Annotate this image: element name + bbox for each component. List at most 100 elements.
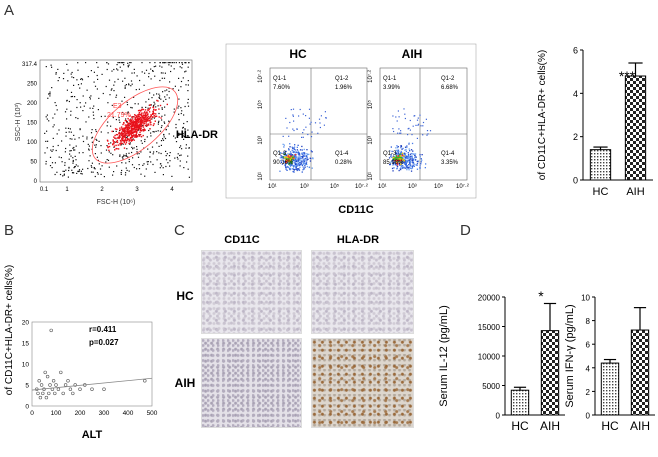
gate-dot-black [77, 69, 79, 71]
flow-dot [402, 153, 404, 155]
gate-dot-black [180, 107, 182, 109]
gate-dot-black [185, 144, 187, 146]
flow-hc-ytick-3: 10³ [258, 136, 264, 145]
flow-hc-q4: Q1-4 [335, 151, 349, 157]
gate-dot-black [164, 106, 166, 108]
gate-dot-black [150, 68, 152, 70]
flow-dot [401, 151, 403, 154]
gate-dot-red [134, 134, 136, 136]
flow-aih-ytick-2: 10⁵ [367, 99, 374, 109]
flow-dot [408, 148, 410, 150]
gate-dot-black [133, 166, 135, 169]
gate-dot-red [143, 120, 145, 122]
gate-dot-black [141, 71, 143, 73]
gate-dot-black [116, 68, 118, 70]
gate-dot-red [122, 130, 124, 132]
gate-dot-red [145, 121, 147, 123]
flow-aih-q4: Q1-4 [441, 151, 455, 157]
flow-dot-dense [398, 156, 400, 159]
gate-dot-red [135, 116, 137, 118]
gate-dot-black [62, 175, 64, 177]
flow-dot-upper [305, 115, 307, 117]
flow-dot [303, 148, 305, 151]
gate-dot-black [155, 106, 157, 108]
gate-dot-black [76, 172, 78, 174]
gate-dot-black [186, 135, 188, 137]
gate-dot-red [130, 137, 133, 139]
gate-dot-black [125, 162, 127, 164]
gate-dot-black [54, 173, 56, 176]
flow-dot [283, 144, 285, 146]
gate-dot-red [129, 134, 131, 136]
flow-dot [405, 163, 407, 166]
flow-dot-upper [398, 128, 400, 130]
flow-dot [404, 146, 407, 148]
gate-dot-black [172, 88, 174, 90]
gate-x-label: FSC-H (10⁶) [97, 199, 136, 206]
flow-dot-upper [398, 116, 400, 118]
gate-dot-black [188, 62, 190, 64]
gate-dot-black [136, 153, 138, 155]
gate-dot-black [57, 80, 59, 82]
flow-dot [406, 161, 408, 163]
gate-percent: 21.79% [107, 112, 131, 119]
flow-dot-upper [296, 128, 298, 130]
flow-dot [293, 154, 296, 156]
flow-dot [295, 158, 297, 160]
flow-dot [412, 153, 414, 155]
gate-dot-red [137, 127, 139, 129]
flow-dot-upper [419, 114, 421, 116]
gate-dot-black [165, 150, 167, 152]
flow-dot [306, 154, 309, 156]
gate-dot-black [158, 93, 160, 95]
gate-dot-red [136, 118, 139, 120]
flow-dot [390, 161, 392, 163]
gate-dot-red [137, 128, 139, 130]
scatter-y-tick-label: 10 [22, 362, 30, 369]
flow-dot-upper [288, 135, 290, 137]
gate-dot-black [72, 159, 74, 162]
flow-dot [294, 162, 296, 164]
flow-dot [297, 161, 299, 163]
gate-dot-black [92, 111, 94, 113]
gate-dot-black [128, 170, 130, 172]
gate-dot-black [128, 84, 130, 86]
flow-dot-dense [398, 157, 401, 160]
flow-dot [406, 165, 408, 167]
gate-dot-black [65, 135, 67, 137]
flow-dot [397, 151, 399, 153]
gate-dot-black [168, 121, 170, 123]
gate-dot-red [121, 133, 123, 135]
gate-dot-black [94, 175, 96, 178]
scatter-point [45, 374, 50, 379]
flow-dot [296, 165, 299, 167]
gate-dot-black [181, 67, 183, 69]
gate-dot-black [160, 72, 162, 74]
gate-x-tick-label: 0.1 [40, 187, 49, 193]
gate-dot-red [147, 115, 149, 118]
flow-dot [410, 155, 412, 157]
gate-dot-black [112, 117, 114, 119]
gate-dot-red [152, 116, 154, 118]
flow-dot [304, 163, 307, 165]
gate-dot-red [139, 123, 141, 126]
gate-dot-black [158, 145, 160, 147]
gate-dot-black [131, 72, 133, 74]
gate-dot-black [97, 159, 99, 161]
gate-dot-black [129, 142, 131, 144]
bar-y-label: of CD11C+HLA-DR+ cells(%) [537, 50, 548, 180]
flow-dot [404, 162, 406, 164]
flow-dot-upper [396, 120, 398, 122]
gate-dot-black [181, 148, 183, 150]
gate-dot-red [108, 149, 110, 151]
flow-dot [299, 149, 302, 151]
flow-dot-upper [292, 128, 294, 130]
flow-dot [302, 160, 304, 162]
flow-dot [413, 165, 415, 167]
gate-dot-red [131, 116, 133, 118]
gate-dot-black [113, 68, 115, 71]
bar-y-tick-label: 5000 [482, 382, 500, 391]
gate-dot-black [152, 70, 154, 72]
gate-dot-black [183, 122, 185, 125]
flow-dot [312, 158, 314, 160]
